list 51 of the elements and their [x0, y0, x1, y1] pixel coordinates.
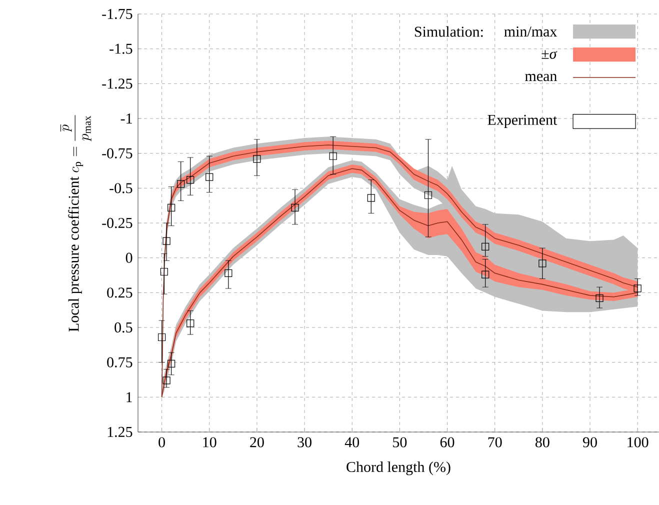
point — [538, 260, 546, 268]
y-tick-label: -1.25 — [102, 78, 132, 89]
point — [162, 376, 170, 384]
point — [177, 180, 185, 188]
y-tick-label: 1.25 — [108, 426, 132, 438]
point — [206, 173, 214, 181]
point — [482, 242, 490, 250]
point — [424, 191, 432, 199]
y-tick-label: -1.5 — [110, 44, 132, 54]
y-tick-label: -1 — [120, 114, 132, 124]
point — [634, 284, 642, 292]
point — [253, 155, 261, 163]
point — [160, 268, 168, 276]
x-tick-label: 10 — [203, 437, 216, 448]
y-tick-label: 1 — [126, 392, 132, 402]
y-tick-label: -0.75 — [102, 148, 132, 158]
x-tick-label: 70 — [488, 437, 502, 448]
y-tick-label: -0.5 — [110, 183, 132, 194]
point — [596, 294, 604, 302]
legend-label: mean — [525, 74, 557, 82]
x-tick-label: 100 — [628, 437, 648, 448]
x-tick-label: 30 — [298, 437, 312, 448]
point — [186, 176, 194, 184]
point — [162, 237, 170, 245]
y-tick-label: -0.25 — [102, 218, 132, 228]
y-tick-label: 0.75 — [107, 357, 132, 368]
x-axis-title: Chord length (%) — [346, 462, 450, 476]
y-tick-label: 0 — [126, 252, 132, 263]
point — [482, 270, 490, 278]
point — [186, 320, 194, 328]
y-tick-label: 0.25 — [107, 288, 132, 298]
point — [329, 152, 337, 160]
point — [158, 333, 166, 342]
legend-title: Simulation: — [414, 26, 483, 37]
legend-label: Experiment — [488, 114, 558, 128]
legend-label: ±σ — [542, 50, 558, 59]
legend-label: min/max — [504, 26, 558, 37]
point — [367, 194, 375, 202]
x-tick-label: 60 — [440, 437, 454, 448]
x-tick-label: 50 — [393, 437, 407, 448]
x-tick-label: 90 — [582, 437, 597, 448]
y-axis-title: $\text{Local pressure coefficient } c_{\mathrm{p}} = \frac{\overline{p}}{p_{\max}}$ — [60, 115, 92, 332]
x-tick-label: 80 — [535, 437, 550, 448]
x-tick-label: 0 — [158, 437, 165, 448]
y-tick-label: -1.75 — [102, 8, 132, 20]
x-tick-label: 20 — [250, 437, 264, 448]
point — [224, 269, 232, 277]
point — [291, 204, 299, 212]
point — [168, 204, 176, 212]
y-tick-label: 0.5 — [114, 322, 132, 333]
x-tick-label: 40 — [344, 437, 360, 448]
